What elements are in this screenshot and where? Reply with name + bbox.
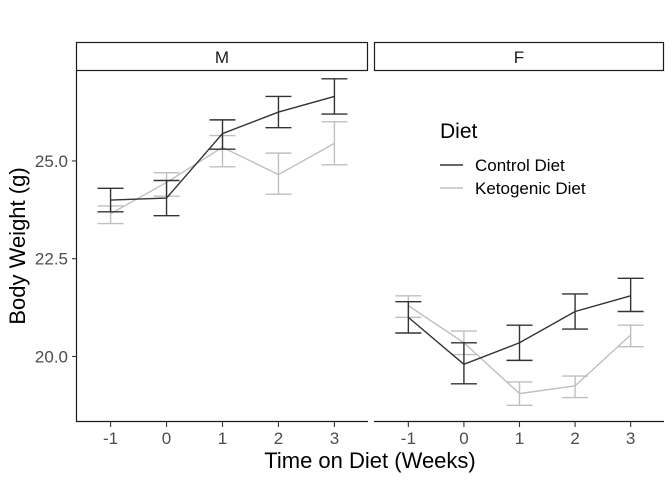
facet-label-m: M — [215, 48, 229, 67]
error-bar-m-control-diet — [97, 187, 124, 213]
error-bar-f-control-diet — [562, 293, 589, 330]
y-tick-label: 20.0 — [35, 347, 68, 366]
y-axis-title: Body Weight (g) — [5, 167, 30, 324]
x-tick-label: 1 — [515, 429, 524, 448]
x-ticks: -1 0 1 2 3 -1 0 1 2 3 — [103, 422, 635, 448]
x-tick-label: 2 — [274, 429, 283, 448]
error-bar-f-control-diet — [617, 277, 644, 313]
x-tick-label: 0 — [162, 429, 171, 448]
error-bar-m-ketogenic-diet — [321, 121, 348, 166]
error-bar-m-control-diet — [265, 95, 292, 129]
error-bar-f-control-diet — [395, 301, 422, 334]
panel-m — [75, 71, 368, 423]
legend-label-ketogenic: Ketogenic Diet — [475, 179, 586, 198]
facet-strip-f: F — [373, 41, 665, 72]
error-bar-f-ketogenic-diet — [617, 324, 644, 348]
x-tick-label: 0 — [459, 429, 468, 448]
error-bar-f-ketogenic-diet — [562, 375, 589, 399]
legend-label-control: Control Diet — [475, 156, 565, 175]
x-tick-label: -1 — [103, 429, 118, 448]
facet-label-f: F — [514, 48, 524, 67]
y-tick-label: 22.5 — [35, 250, 68, 269]
error-bar-f-control-diet — [506, 324, 533, 362]
x-tick-label: 3 — [330, 429, 339, 448]
error-bar-m-control-diet — [321, 78, 348, 115]
facet-strip-m: M — [75, 41, 369, 72]
y-tick-label: 25.0 — [35, 152, 68, 171]
error-bar-m-control-diet — [153, 179, 180, 217]
error-bar-m-ketogenic-diet — [265, 152, 292, 195]
x-axis-title: Time on Diet (Weeks) — [264, 448, 476, 473]
legend: Diet Control Diet Ketogenic Diet — [440, 120, 586, 198]
x-tick-label: 1 — [218, 429, 227, 448]
legend-title: Diet — [440, 120, 478, 143]
chart-marks — [97, 78, 644, 407]
error-bar-f-control-diet — [450, 342, 477, 385]
x-tick-label: 3 — [626, 429, 635, 448]
error-bar-f-ketogenic-diet — [506, 381, 533, 407]
y-ticks: 20.0 22.5 25.0 — [35, 152, 77, 366]
error-bar-m-control-diet — [209, 119, 236, 150]
x-tick-label: -1 — [401, 429, 416, 448]
x-tick-label: 2 — [570, 429, 579, 448]
